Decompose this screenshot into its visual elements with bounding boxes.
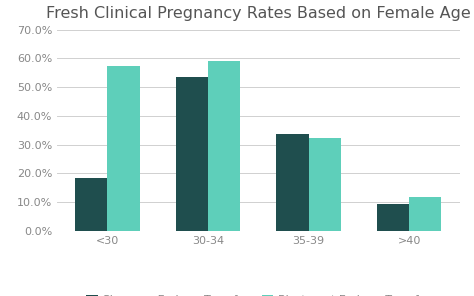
Legend: Cleavage Embryo Transfer, Blastocyst Embryo Transfer: Cleavage Embryo Transfer, Blastocyst Emb… — [82, 291, 435, 296]
Bar — [75, 178, 108, 231]
Title: Fresh Clinical Pregnancy Rates Based on Female Age: Fresh Clinical Pregnancy Rates Based on … — [46, 7, 471, 22]
Bar — [108, 65, 140, 231]
Bar — [276, 134, 309, 231]
Bar — [377, 204, 409, 231]
Bar — [176, 77, 208, 231]
Bar — [409, 197, 441, 231]
Bar — [309, 138, 341, 231]
Bar — [208, 61, 240, 231]
